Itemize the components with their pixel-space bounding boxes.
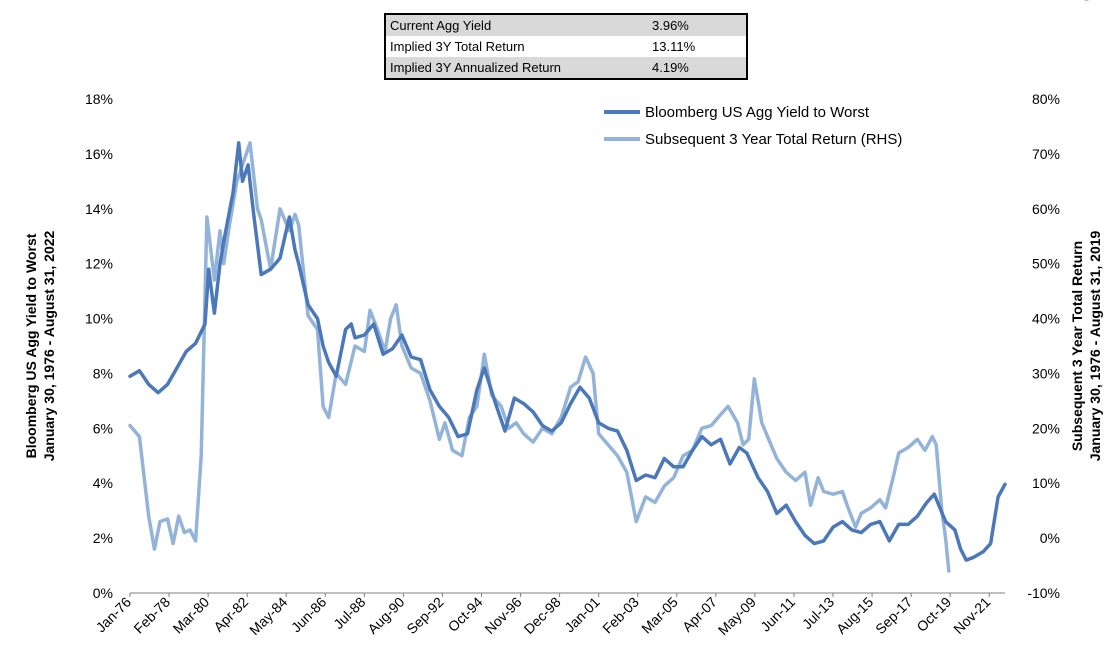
legend: Bloomberg US Agg Yield to Worst Subseque… xyxy=(604,104,902,148)
left-tick-label: 14% xyxy=(85,201,113,217)
right-axis-title-line1: Subsequent 3 Year Total Return xyxy=(1069,241,1085,451)
left-tick-label: 6% xyxy=(93,420,113,436)
series-layer xyxy=(128,141,1007,573)
right-tick-label: 70% xyxy=(1032,146,1060,162)
x-tick-label: Apr-07 xyxy=(679,594,720,635)
stats-value: 3.96% xyxy=(652,18,689,33)
right-tick-label: -10% xyxy=(1027,585,1060,601)
x-tick-label: Oct-19 xyxy=(913,594,954,635)
right-tick-label: 30% xyxy=(1032,365,1060,381)
x-tick-label: Jun-86 xyxy=(288,594,330,636)
left-tick-label: 8% xyxy=(93,365,113,381)
x-tick-label: Nov-96 xyxy=(481,594,524,637)
x-tick-label: Dec-98 xyxy=(521,594,564,637)
left-tick-label: 16% xyxy=(85,146,113,162)
stats-table: Current Agg Yield 3.96% Implied 3Y Total… xyxy=(384,13,748,80)
x-tick-label: Mar-05 xyxy=(638,594,681,637)
left-tick-label: 12% xyxy=(85,256,113,272)
left-tick-label: 0% xyxy=(93,585,113,601)
x-tick-label: Jul-88 xyxy=(330,594,368,632)
x-tick-label: Sep-17 xyxy=(872,594,915,637)
left-tick-label: 4% xyxy=(93,475,113,491)
x-tick-label: Feb-03 xyxy=(599,594,642,637)
x-tick-label: Mar-80 xyxy=(170,594,213,637)
series-line-yield xyxy=(128,141,1007,562)
left-tick-label: 10% xyxy=(85,311,113,327)
left-axis-title-line2: January 30, 1976 - August 31, 2022 xyxy=(41,230,57,461)
stats-label: Implied 3Y Annualized Return xyxy=(390,60,562,75)
right-tick-label: 40% xyxy=(1032,311,1060,327)
right-tick-label: 80% xyxy=(1032,91,1060,107)
x-tick-label: Feb-78 xyxy=(130,594,173,637)
series-line-return xyxy=(128,141,951,573)
right-tick-label: 50% xyxy=(1032,256,1060,272)
corner-mark: " xyxy=(1084,0,1089,10)
x-tick-label: Sep-92 xyxy=(403,594,446,637)
x-tick-label: Jun-11 xyxy=(757,594,798,635)
right-tick-label: 0% xyxy=(1040,530,1060,546)
stats-label: Current Agg Yield xyxy=(390,18,492,33)
right-tick-label: 10% xyxy=(1032,475,1060,491)
x-tick-label: May-09 xyxy=(715,594,759,638)
right-tick-label: 20% xyxy=(1032,420,1060,436)
stats-row-implied-total-return: Implied 3Y Total Return 13.11% xyxy=(386,36,746,57)
legend-label-yield: Bloomberg US Agg Yield to Worst xyxy=(645,104,870,121)
left-tick-label: 18% xyxy=(85,91,113,107)
stats-row-implied-annualized-return: Implied 3Y Annualized Return 4.19% xyxy=(386,57,746,78)
x-tick-label: Nov-21 xyxy=(950,594,993,637)
legend-label-return: Subsequent 3 Year Total Return (RHS) xyxy=(645,131,902,148)
stats-label: Implied 3Y Total Return xyxy=(390,39,525,54)
x-tick-label: Aug-90 xyxy=(364,594,407,637)
x-tick-label: Aug-15 xyxy=(833,594,876,637)
right-axis-title-line2: January 30, 1976 - August 31, 2019 xyxy=(1087,230,1103,461)
x-tick-label: Apr-82 xyxy=(210,594,251,635)
stats-value: 4.19% xyxy=(652,60,689,75)
right-tick-label: 60% xyxy=(1032,201,1060,217)
x-tick-label: Jan-01 xyxy=(561,594,603,636)
x-tick-label: May-84 xyxy=(246,594,290,638)
left-tick-label: 2% xyxy=(93,530,113,546)
x-tick-label: Jul-13 xyxy=(799,594,837,632)
stats-value: 13.11% xyxy=(652,39,696,54)
x-tick-label: Oct-94 xyxy=(445,594,486,635)
left-axis-title-line1: Bloomberg US Agg Yield to Worst xyxy=(23,233,39,458)
right-axis-ticks: -10% 0% 10% 20% 30% 40% 50% 60% 70% 80% xyxy=(1027,91,1060,601)
stats-row-current-yield: Current Agg Yield 3.96% xyxy=(386,15,746,36)
left-axis-ticks: 0% 2% 4% 6% 8% 10% 12% 14% 16% 18% xyxy=(85,91,113,601)
